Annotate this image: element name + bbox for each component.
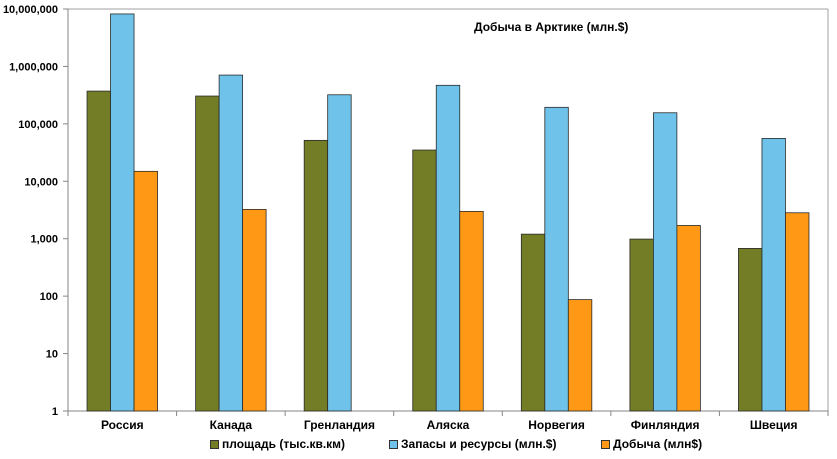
bar xyxy=(785,212,810,412)
bar xyxy=(110,13,135,412)
y-tick-label: 100,000 xyxy=(18,119,58,131)
legend-item-area: площадь (тыс.кв.км) xyxy=(210,437,345,451)
x-tick-label: Норвегия xyxy=(528,418,585,432)
bar xyxy=(303,139,329,412)
y-tick-label: 10,000,000 xyxy=(3,4,58,16)
legend-swatch-reserves xyxy=(389,439,398,449)
bar xyxy=(652,112,678,412)
legend: площадь (тыс.кв.км) Запасы и ресурсы (мл… xyxy=(0,437,837,457)
bar xyxy=(544,106,569,412)
legend-item-production: Добыча (млн$) xyxy=(601,437,702,451)
bar xyxy=(676,225,701,412)
bar xyxy=(567,299,593,412)
chart-title: Добыча в Арктике (млн.$) xyxy=(474,20,628,34)
bar xyxy=(195,95,220,412)
bar xyxy=(242,208,267,412)
legend-label-production: Добыча (млн$) xyxy=(613,437,703,451)
legend-label-reserves: Запасы и ресурсы (млн.$) xyxy=(401,437,557,451)
bar xyxy=(738,248,763,412)
x-axis-labels: Россия Канада Гренландия Аляска Норвегия Финл… xyxy=(101,418,798,432)
legend-item-reserves: Запасы и ресурсы (млн.$) xyxy=(389,437,556,451)
bar xyxy=(86,90,111,412)
bar xyxy=(218,74,244,412)
y-axis-ticks: 1 10 100 1,000 10,000 100,000 1,000,000 10,000,… xyxy=(3,4,68,418)
y-tick-label: 10,000 xyxy=(24,176,58,188)
bar xyxy=(520,233,546,412)
x-tick-label: Финляндия xyxy=(631,418,700,432)
y-tick-label: 10 xyxy=(46,349,58,361)
y-tick-label: 100 xyxy=(40,291,58,303)
bars xyxy=(86,13,810,412)
x-tick-label: Аляска xyxy=(427,418,470,432)
bar xyxy=(133,170,158,412)
bar xyxy=(327,94,352,412)
legend-swatch-area xyxy=(210,439,219,449)
bar xyxy=(629,238,654,412)
bar xyxy=(761,138,786,412)
x-tick-label: Канада xyxy=(210,418,253,432)
x-tick-label: Швеция xyxy=(750,418,798,432)
x-tick-label: Россия xyxy=(101,418,144,432)
y-tick-label: 1,000 xyxy=(30,234,58,246)
legend-label-area: площадь (тыс.кв.км) xyxy=(222,437,346,451)
bar xyxy=(435,84,461,412)
y-tick-label: 1,000,000 xyxy=(9,61,58,73)
legend-swatch-production xyxy=(601,439,610,449)
x-tick-label: Гренландия xyxy=(304,418,375,432)
y-tick-label: 1 xyxy=(52,406,58,418)
bar xyxy=(459,210,484,412)
bar xyxy=(412,149,437,412)
